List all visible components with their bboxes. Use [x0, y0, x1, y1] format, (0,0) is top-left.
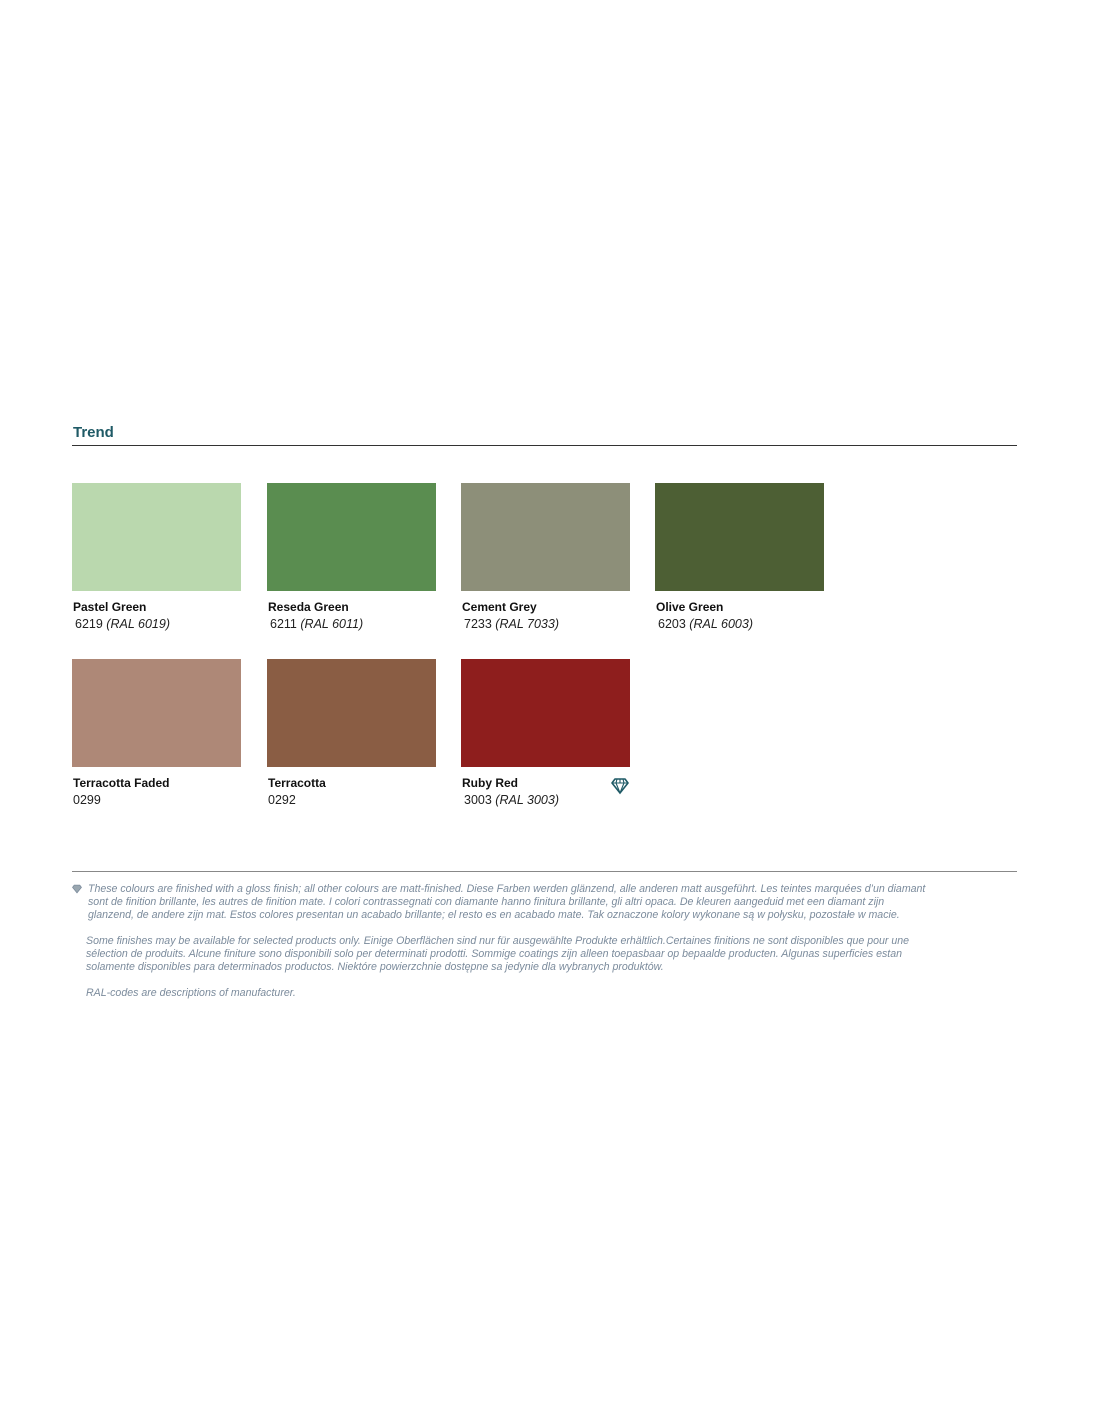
swatch-name: Reseda Green [268, 600, 349, 614]
swatch-terracotta-faded [72, 659, 241, 767]
swatch-code: 7233 (RAL 7033) [464, 617, 559, 631]
swatch-code: 0292 [268, 793, 296, 807]
swatch-name: Cement Grey [462, 600, 537, 614]
swatch-reseda-green [267, 483, 436, 591]
product-code: 7233 [464, 617, 492, 631]
note-line: These colours are finished with a gloss … [88, 883, 926, 895]
gloss-note: These colours are finished with a gloss … [88, 883, 925, 922]
diamond-icon [611, 778, 629, 795]
swatch-terracotta [267, 659, 436, 767]
swatch-code: 0299 [73, 793, 101, 807]
ral-note: RAL-codes are descriptions of manufactur… [86, 987, 296, 999]
swatch-name: Terracotta Faded [73, 776, 170, 790]
section-title: Trend [73, 424, 114, 441]
note-line: sélection de produits. Alcune finiture s… [86, 948, 903, 960]
ral-code: (RAL 6019) [106, 617, 170, 631]
title-divider [72, 445, 1017, 446]
product-code: 6211 [270, 617, 297, 631]
product-code: 6203 [658, 617, 686, 631]
product-code: 3003 [464, 793, 492, 807]
swatch-code: 3003 (RAL 3003) [464, 793, 559, 807]
swatch-code: 6203 (RAL 6003) [658, 617, 753, 631]
swatch-name: Pastel Green [73, 600, 147, 614]
swatch-code: 6211 (RAL 6011) [270, 617, 363, 631]
product-code: 0299 [73, 793, 101, 807]
ral-code: (RAL 7033) [495, 617, 559, 631]
swatch-name: Ruby Red [462, 776, 519, 790]
note-line: Some finishes may be available for selec… [86, 935, 910, 947]
swatch-code: 6219 (RAL 6019) [75, 617, 170, 631]
swatch-name: Terracotta [268, 776, 326, 790]
swatch-pastel-green [72, 483, 241, 591]
note-line: glanzend, de andere zijn mat. Estos colo… [88, 909, 900, 921]
swatch-cement-grey [461, 483, 630, 591]
product-code: 6219 [75, 617, 103, 631]
swatch-olive-green [655, 483, 824, 591]
note-line: solamente disponibles para determinados … [86, 961, 664, 973]
product-code: 0292 [268, 793, 296, 807]
swatch-name: Olive Green [656, 600, 724, 614]
note-line: sont de finition brillante, les autres d… [88, 896, 885, 908]
diamond-icon [72, 884, 82, 894]
ral-code: (RAL 6003) [689, 617, 753, 631]
notes-divider [72, 871, 1017, 872]
swatch-ruby-red [461, 659, 630, 767]
availability-note: Some finishes may be available for selec… [86, 935, 909, 974]
ral-code: (RAL 6011) [300, 617, 364, 631]
ral-code: (RAL 3003) [495, 793, 559, 807]
